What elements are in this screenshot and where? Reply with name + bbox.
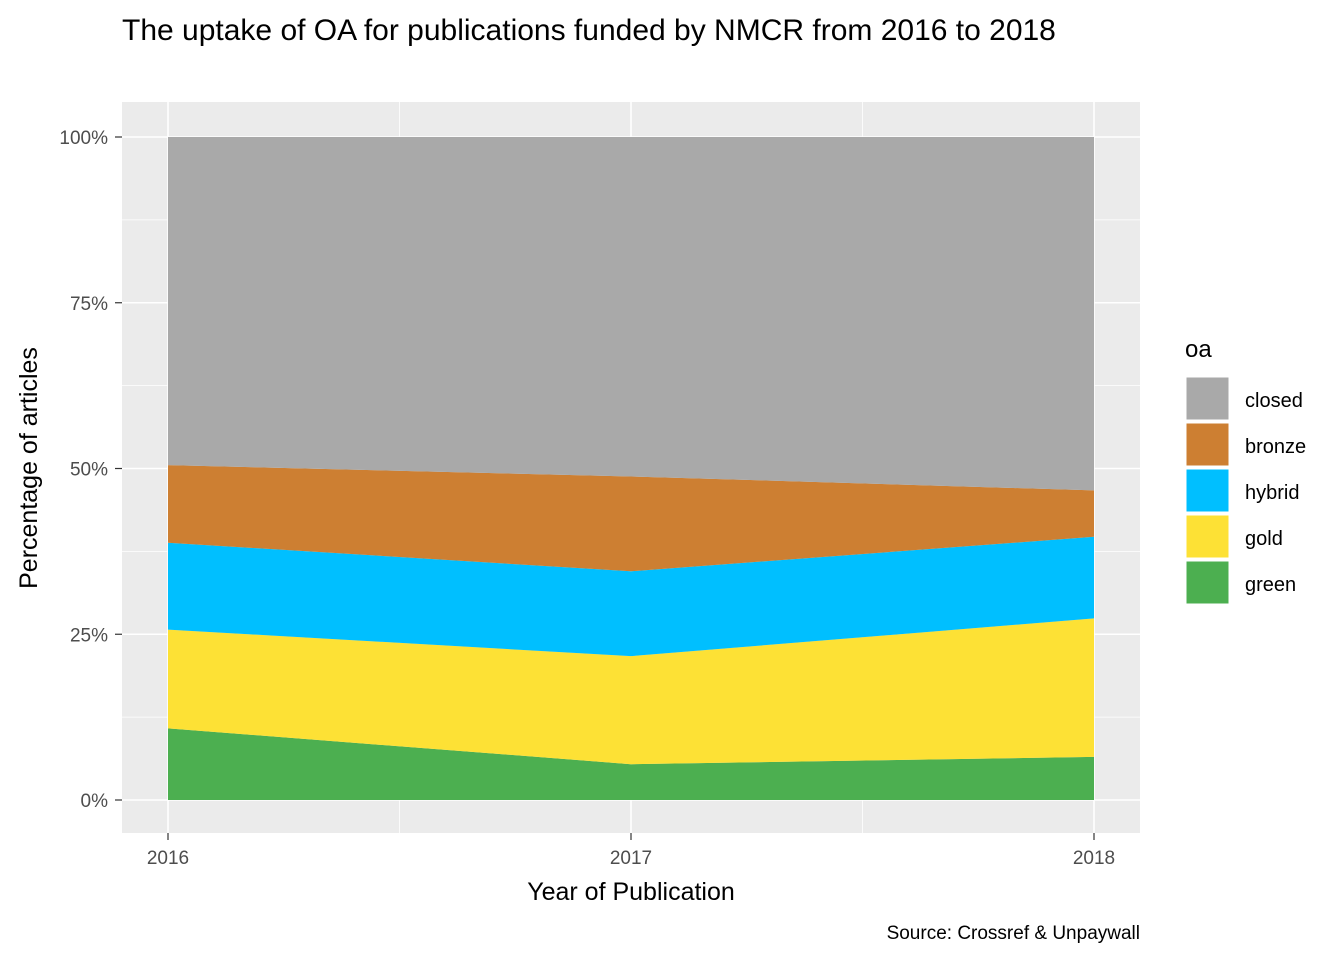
legend-label-hybrid: hybrid — [1245, 482, 1299, 504]
legend: oa closed bronze hybrid gold green — [1185, 336, 1306, 605]
area-bronze — [168, 465, 1094, 572]
area-gold — [168, 618, 1094, 765]
legend-key-gold — [1185, 514, 1230, 559]
legend-key-green — [1185, 560, 1230, 605]
area-closed — [168, 137, 1094, 491]
legend-label-bronze: bronze — [1245, 436, 1306, 458]
chart-title: The uptake of OA for publications funded… — [122, 14, 1056, 47]
y-tick-label: 100% — [59, 128, 108, 149]
y-tick-label: 75% — [70, 294, 108, 315]
legend-key-bronze — [1185, 422, 1230, 467]
y-tick-label: 25% — [70, 625, 108, 646]
legend-key-hybrid — [1185, 468, 1230, 513]
y-tick-label: 0% — [81, 791, 109, 812]
caption: Source: Crossref & Unpaywall — [887, 923, 1140, 944]
legend-label-green: green — [1245, 574, 1296, 596]
x-tick-label: 2017 — [610, 848, 652, 869]
x-axis: 2016 2017 2018 — [147, 833, 1115, 869]
y-axis-title: Percentage of articles — [15, 347, 43, 589]
y-tick-label: 50% — [70, 460, 108, 481]
area-hybrid — [168, 536, 1094, 657]
y-axis: 0% 25% 50% 75% 100% — [59, 128, 122, 812]
legend-key-closed — [1185, 376, 1230, 421]
x-tick-label: 2018 — [1073, 848, 1115, 869]
area-layers — [168, 137, 1094, 800]
legend-title: oa — [1185, 336, 1212, 363]
x-axis-title: Year of Publication — [527, 878, 735, 906]
x-tick-label: 2016 — [147, 848, 189, 869]
legend-label-gold: gold — [1245, 528, 1283, 550]
legend-label-closed: closed — [1245, 390, 1303, 412]
